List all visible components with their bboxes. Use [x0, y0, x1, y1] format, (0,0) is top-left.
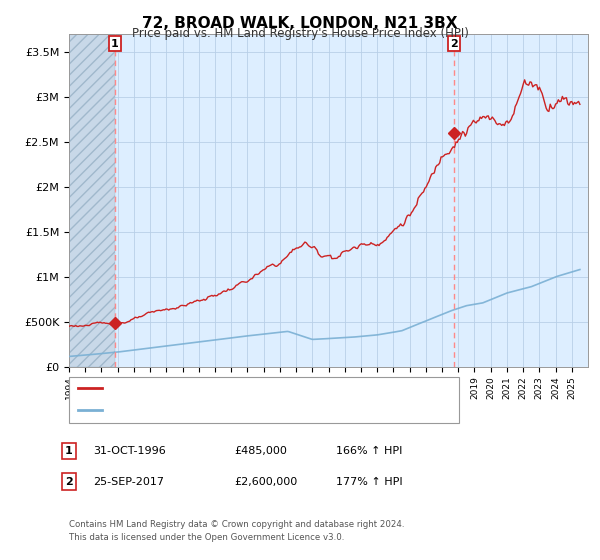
Text: Price paid vs. HM Land Registry's House Price Index (HPI): Price paid vs. HM Land Registry's House … [131, 27, 469, 40]
Text: 1: 1 [111, 39, 119, 49]
Text: £2,600,000: £2,600,000 [234, 477, 297, 487]
Text: 177% ↑ HPI: 177% ↑ HPI [336, 477, 403, 487]
Text: 1: 1 [65, 446, 73, 456]
Text: HPI: Average price, detached house, Enfield: HPI: Average price, detached house, Enfi… [108, 405, 337, 416]
Text: 31-OCT-1996: 31-OCT-1996 [93, 446, 166, 456]
Text: 25-SEP-2017: 25-SEP-2017 [93, 477, 164, 487]
Bar [69, 34, 115, 367]
Text: 72, BROAD WALK, LONDON, N21 3BX (detached house): 72, BROAD WALK, LONDON, N21 3BX (detache… [108, 383, 397, 393]
Text: Contains HM Land Registry data © Crown copyright and database right 2024.: Contains HM Land Registry data © Crown c… [69, 520, 404, 529]
Text: 2: 2 [450, 39, 458, 49]
Text: 2: 2 [65, 477, 73, 487]
Text: 166% ↑ HPI: 166% ↑ HPI [336, 446, 403, 456]
Text: This data is licensed under the Open Government Licence v3.0.: This data is licensed under the Open Gov… [69, 533, 344, 542]
Text: 72, BROAD WALK, LONDON, N21 3BX: 72, BROAD WALK, LONDON, N21 3BX [142, 16, 458, 31]
Text: £485,000: £485,000 [234, 446, 287, 456]
